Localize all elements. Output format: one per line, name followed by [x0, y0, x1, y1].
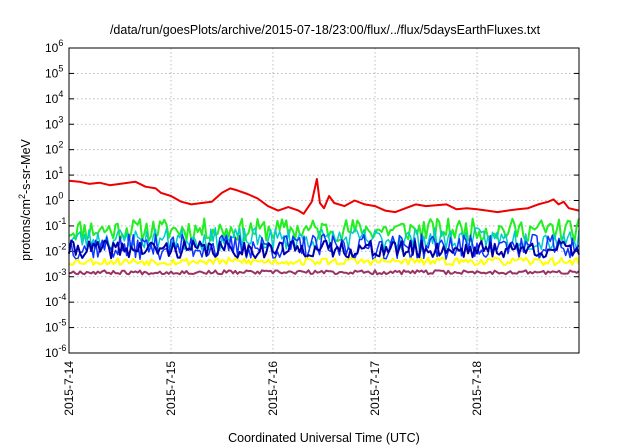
- x-axis-label: Coordinated Universal Time (UTC): [228, 431, 420, 445]
- x-tick-label: 2015-7-17: [368, 361, 382, 416]
- y-tick-label: 10-1: [45, 216, 66, 233]
- y-tick-exp: -6: [58, 343, 66, 353]
- y-tick-label: 10-2: [45, 241, 66, 258]
- y-tick-label: 100: [45, 191, 63, 208]
- series-line-1: [68, 178, 580, 215]
- y-tick-label: 102: [45, 140, 63, 157]
- y-tick-exp: 2: [58, 140, 63, 150]
- y-tick-base: 10: [45, 321, 59, 335]
- y-tick-label: 101: [45, 165, 63, 182]
- y-tick-label: 10-5: [45, 318, 66, 335]
- x-tick-labels: 2015-7-14 2015-7-15 2015-7-16 2015-7-17 2015…: [62, 361, 484, 416]
- y-tick-exp: 0: [58, 191, 63, 201]
- y-tick-base: 10: [45, 66, 59, 80]
- y-tick-exp: 1: [58, 165, 63, 175]
- y-tick-exp: -3: [58, 267, 66, 277]
- x-tick-label: 2015-7-16: [266, 361, 280, 416]
- series-line-2: [68, 217, 580, 243]
- y-tick-exp: -5: [58, 318, 66, 328]
- series-line-5: [68, 239, 580, 260]
- plot-frame: [68, 47, 580, 354]
- y-tick-exp: -2: [58, 241, 66, 251]
- y-tick-base: 10: [45, 92, 59, 106]
- y-tick-base: 10: [45, 117, 59, 131]
- x-tick-label: 2015-7-18: [470, 361, 484, 416]
- y-axis-label: protons/cm2-s-sr-MeV: [17, 138, 33, 260]
- y-tick-base: 10: [45, 194, 59, 208]
- y-tick-base: 10: [45, 168, 59, 182]
- y-tick-exp: 4: [58, 89, 63, 99]
- y-tick-exp: 5: [58, 63, 63, 73]
- y-tick-base: 10: [45, 41, 59, 55]
- y-tick-label: 10-3: [45, 267, 66, 284]
- y-label-rest: -s-sr-MeV: [19, 138, 33, 194]
- x-tick-label: 2015-7-15: [164, 361, 178, 416]
- y-tick-base: 10: [45, 143, 59, 157]
- y-tick-base: 10: [45, 244, 59, 258]
- y-tick-label: 104: [45, 89, 63, 106]
- series-group: [68, 178, 580, 276]
- chart-title: /data/run/goesPlots/archive/2015-07-18/2…: [110, 23, 541, 37]
- y-tick-base: 10: [45, 270, 59, 284]
- y-tick-labels: 10-610-510-410-310-210-11001011021031041…: [45, 38, 66, 360]
- x-tick-label: 2015-7-14: [62, 361, 76, 416]
- y-tick-exp: -4: [58, 292, 66, 302]
- y-tick-label: 103: [45, 114, 63, 131]
- series-line-6: [68, 256, 580, 267]
- y-label-sup: 2: [17, 194, 27, 199]
- series-line-7: [68, 269, 580, 276]
- y-tick-exp: 6: [58, 38, 63, 48]
- y-tick-base: 10: [45, 219, 59, 233]
- y-tick-label: 10-6: [45, 343, 66, 360]
- y-tick-label: 105: [45, 63, 63, 80]
- y-tick-base: 10: [45, 295, 59, 309]
- y-tick-exp: 3: [58, 114, 63, 124]
- grid-lines: [68, 47, 579, 354]
- y-tick-label: 10-4: [45, 292, 66, 309]
- y-label-main: protons/cm: [19, 199, 33, 261]
- y-tick-base: 10: [45, 346, 59, 360]
- y-tick-exp: -1: [58, 216, 66, 226]
- y-tick-label: 106: [45, 38, 63, 55]
